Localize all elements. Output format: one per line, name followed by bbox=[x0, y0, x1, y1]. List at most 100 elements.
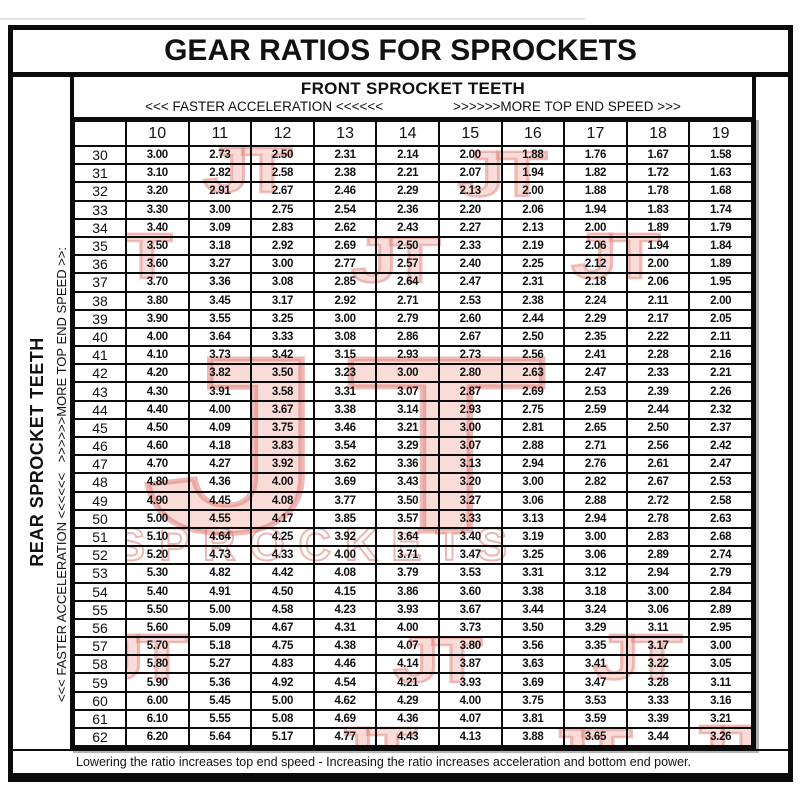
ratio-cell: 3.29 bbox=[375, 435, 440, 457]
ratio-cell: 4.69 bbox=[312, 708, 378, 730]
ratio-cell: 3.13 bbox=[437, 454, 503, 475]
ratio-cell: 2.28 bbox=[625, 345, 691, 366]
ratio-cell: 2.24 bbox=[563, 290, 628, 311]
ratio-cell: 1.89 bbox=[625, 217, 691, 238]
ratio-cell: 3.19 bbox=[500, 526, 566, 548]
rear-teeth-cell: 55 bbox=[73, 599, 127, 620]
ratio-cell: 2.50 bbox=[250, 144, 315, 166]
rear-teeth-cell: 40 bbox=[73, 326, 127, 348]
ratio-cell: 3.60 bbox=[437, 581, 503, 602]
ratio-cell: 2.31 bbox=[500, 272, 566, 293]
ratio-cell: 2.56 bbox=[625, 435, 691, 457]
ratio-cell: 1.76 bbox=[563, 144, 628, 166]
ratio-cell: 3.35 bbox=[563, 636, 628, 657]
ratio-cell: 4.54 bbox=[312, 672, 378, 693]
ratio-cell: 2.83 bbox=[625, 526, 691, 548]
ratio-cell: 3.29 bbox=[563, 617, 628, 639]
ratio-cell: 2.35 bbox=[563, 326, 628, 348]
ratio-cell: 3.87 bbox=[437, 654, 503, 675]
table-row: 42 4.20 3.82 3.50 3.23 3.00 2.80 2.63 2.47 2.33 2.… bbox=[73, 363, 753, 384]
table-row: 56 5.60 5.09 4.67 4.31 4.00 3.73 3.50 3.29 3.11 2.… bbox=[73, 617, 753, 639]
ratio-cell: 3.64 bbox=[187, 326, 253, 348]
ratio-cell: 3.05 bbox=[688, 654, 753, 675]
ratio-cell: 3.69 bbox=[500, 672, 566, 693]
chart-frame: GEAR RATIOS FOR SPROCKETS REAR SPROCKET … bbox=[8, 25, 793, 782]
ratio-cell: 1.82 bbox=[563, 163, 628, 184]
ratio-cell: 2.62 bbox=[312, 217, 378, 238]
ratio-cell: 5.18 bbox=[187, 636, 253, 657]
ratio-cell: 1.94 bbox=[563, 199, 628, 220]
ratio-cell: 3.38 bbox=[500, 581, 566, 602]
table-row: 31 3.10 2.82 2.58 2.38 2.21 2.07 1.94 1.82 1.72 1.… bbox=[73, 163, 753, 184]
ratio-cell: 2.43 bbox=[375, 217, 440, 238]
ratio-cell: 1.95 bbox=[688, 272, 753, 293]
ratio-cell: 2.75 bbox=[250, 199, 315, 220]
rear-teeth-cell: 36 bbox=[73, 254, 127, 275]
ratio-cell: 2.92 bbox=[312, 290, 378, 311]
ratio-cell: 3.12 bbox=[563, 563, 628, 584]
front-sprocket-header-box: FRONT SPROCKET TEETH <<< FASTER ACCELERA… bbox=[70, 77, 756, 117]
ratio-cell: 2.69 bbox=[500, 381, 566, 402]
ratio-cell: 4.27 bbox=[187, 454, 253, 475]
ratio-cell: 4.07 bbox=[437, 708, 503, 730]
ratio-cell: 3.88 bbox=[500, 726, 566, 748]
ratio-cell: 4.70 bbox=[125, 454, 190, 475]
ratio-cell: 2.27 bbox=[437, 217, 503, 238]
ratio-cell: 3.53 bbox=[563, 690, 628, 711]
ratio-cell: 2.63 bbox=[500, 363, 566, 384]
ratio-cell: 1.83 bbox=[625, 199, 691, 220]
rear-teeth-cell: 30 bbox=[73, 144, 127, 166]
ratio-cell: 4.13 bbox=[437, 726, 503, 748]
rear-teeth-cell: 34 bbox=[73, 217, 127, 238]
ratio-cell: 2.65 bbox=[563, 417, 628, 439]
rear-teeth-cell: 42 bbox=[73, 363, 127, 384]
table-row: 62 6.20 5.64 5.17 4.77 4.43 4.13 3.88 3.65 3.44 3.… bbox=[73, 726, 753, 748]
ratio-cell: 2.67 bbox=[625, 472, 691, 493]
ratio-cell: 3.10 bbox=[125, 163, 190, 184]
ratio-cell: 4.23 bbox=[312, 599, 378, 620]
table-row: 52 5.20 4.73 4.33 4.00 3.71 3.47 3.25 3.06 2.89 2.… bbox=[73, 545, 753, 566]
ratio-cell: 2.05 bbox=[688, 308, 753, 329]
ratio-cell: 2.63 bbox=[688, 508, 753, 529]
ratio-cell: 2.13 bbox=[500, 217, 566, 238]
ratio-cell: 2.87 bbox=[437, 381, 503, 402]
ratio-cell: 3.82 bbox=[187, 363, 253, 384]
ratio-cell: 3.00 bbox=[125, 144, 190, 166]
ratio-cell: 4.08 bbox=[250, 490, 315, 511]
ratio-cell: 2.72 bbox=[625, 490, 691, 511]
ratio-cell: 2.29 bbox=[375, 181, 440, 202]
ratio-cell: 3.15 bbox=[312, 345, 378, 366]
ratio-cell: 3.42 bbox=[250, 345, 315, 366]
ratio-cell: 5.27 bbox=[187, 654, 253, 675]
table-row: 47 4.70 4.27 3.92 3.62 3.36 3.13 2.94 2.76 2.61 2.… bbox=[73, 454, 753, 475]
ratio-cell: 3.67 bbox=[250, 399, 315, 420]
ratio-cell: 3.39 bbox=[625, 708, 691, 730]
ratio-cell: 3.86 bbox=[375, 581, 440, 602]
ratio-cell: 3.70 bbox=[125, 272, 190, 293]
side-direction-labels: <<< FASTER ACCELERATION <<<<<< >>>>>>MOR… bbox=[53, 247, 69, 702]
rear-teeth-cell: 35 bbox=[73, 235, 127, 257]
ratio-cell: 4.75 bbox=[250, 636, 315, 657]
ratio-cell: 2.47 bbox=[437, 272, 503, 293]
ratio-cell: 2.41 bbox=[563, 345, 628, 366]
ratio-cell: 4.00 bbox=[312, 545, 378, 566]
rear-teeth-cell: 48 bbox=[73, 472, 127, 493]
ratio-cell: 2.69 bbox=[312, 235, 378, 257]
rear-teeth-cell: 32 bbox=[73, 181, 127, 202]
front-teeth-header-cell: 11 bbox=[187, 120, 253, 147]
ratio-cell: 2.64 bbox=[375, 272, 440, 293]
ratio-cell: 4.90 bbox=[125, 490, 190, 511]
ratio-cell: 3.40 bbox=[125, 217, 190, 238]
ratio-cell: 3.47 bbox=[563, 672, 628, 693]
ratio-cell: 4.50 bbox=[250, 581, 315, 602]
ratio-cell: 2.89 bbox=[625, 545, 691, 566]
ratio-cell: 2.50 bbox=[500, 326, 566, 348]
ratio-cell: 1.84 bbox=[688, 235, 753, 257]
ratio-cell: 4.25 bbox=[250, 526, 315, 548]
ratio-cell: 3.33 bbox=[437, 508, 503, 529]
ratio-cell: 3.00 bbox=[688, 636, 753, 657]
ratio-cell: 3.00 bbox=[250, 254, 315, 275]
ratio-cell: 2.75 bbox=[500, 399, 566, 420]
rear-teeth-cell: 43 bbox=[73, 381, 127, 402]
ratio-cell: 3.08 bbox=[250, 272, 315, 293]
